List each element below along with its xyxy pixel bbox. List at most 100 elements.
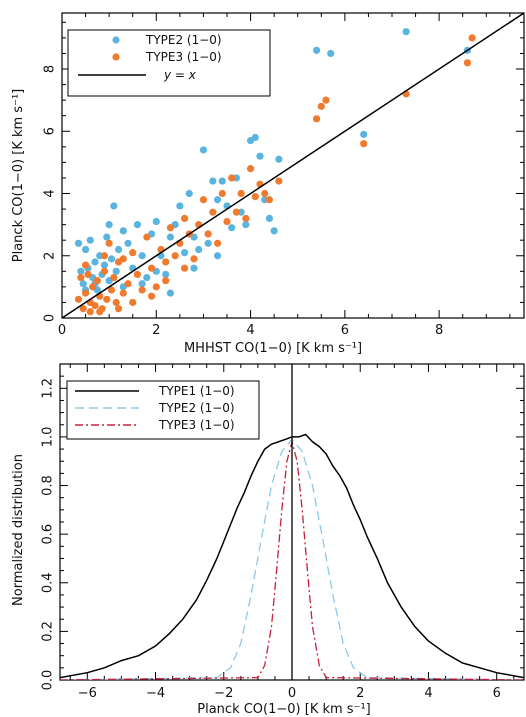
data-point	[152, 217, 160, 226]
y-tick-label: 4	[43, 189, 58, 197]
data-point	[402, 28, 410, 36]
legend: TYPE2 (1−0) TYPE3 (1−0) y = x	[67, 29, 271, 97]
legend: TYPE1 (1−0) TYPE2 (1−0) TYPE3 (1−0)	[66, 380, 260, 440]
data-point	[74, 239, 83, 247]
x-tick-label: 4	[246, 323, 254, 338]
data-point	[228, 224, 236, 232]
reference-line	[62, 13, 524, 318]
data-point	[199, 146, 208, 154]
data-point	[79, 280, 87, 288]
data-point	[237, 189, 245, 198]
scatter-panel: 0 2 4 6 8 0 2 4 6 8 MHHST CO(1−0) [K km s⁻¹] Planck…	[11, 12, 525, 356]
legend-label-type2: TYPE2 (1−0)	[158, 401, 235, 415]
data-point	[261, 189, 269, 198]
data-point	[209, 177, 217, 185]
data-point	[112, 267, 120, 275]
data-point	[180, 249, 189, 257]
data-point	[468, 34, 476, 42]
data-point	[124, 239, 132, 247]
data-point	[195, 245, 203, 254]
data-point	[322, 96, 330, 104]
data-point	[228, 174, 236, 182]
data-point	[110, 202, 118, 210]
data-point	[133, 221, 142, 229]
y-tick-label: 0.6	[41, 524, 56, 545]
data-point	[86, 236, 94, 244]
data-point	[124, 280, 132, 288]
legend-label-type3: TYPE3 (1−0)	[145, 50, 222, 64]
data-point	[84, 270, 92, 279]
plot-area	[62, 13, 524, 318]
data-point	[180, 214, 189, 223]
data-point	[190, 264, 198, 272]
distribution-panel: −6 −4 −2 0 2 4 6 0.0 0.2 0.4 0.6 0.8 1.0 1.2 Planck CO…	[11, 363, 525, 717]
y-tick-label: 0.0	[41, 670, 56, 691]
data-point	[138, 280, 146, 288]
legend-label-yx: y = x	[163, 68, 197, 82]
data-point	[162, 270, 170, 279]
data-point	[218, 189, 226, 198]
data-point	[213, 196, 222, 204]
data-point	[246, 165, 255, 173]
legend-marker-type2	[112, 36, 120, 44]
data-point	[91, 301, 99, 310]
data-point	[185, 189, 193, 198]
y-tick-label: 0.4	[41, 572, 56, 593]
data-point	[275, 177, 283, 185]
data-point	[89, 283, 97, 291]
y-axis-title: Normalized distribution	[11, 454, 26, 606]
data-point	[166, 289, 175, 297]
x-tick-label: 0	[58, 323, 66, 338]
data-point	[81, 289, 90, 297]
data-point	[463, 59, 472, 67]
data-point	[119, 227, 127, 235]
data-point	[105, 239, 113, 247]
data-point	[265, 196, 274, 204]
data-point	[100, 267, 109, 275]
x-tick-label: 8	[435, 323, 443, 338]
y-tick-label: 0.2	[41, 621, 56, 642]
legend-label-type3: TYPE3 (1−0)	[158, 418, 235, 432]
legend-marker-type3	[112, 53, 120, 61]
data-point	[103, 233, 111, 241]
legend-label-type2: TYPE2 (1−0)	[145, 33, 222, 47]
data-point	[79, 305, 87, 313]
data-point	[199, 196, 208, 204]
y-tick-label: 1.2	[41, 378, 56, 399]
x-tick-label: −4	[146, 686, 165, 701]
data-point	[105, 221, 113, 229]
y-tick-label: 2	[43, 252, 58, 260]
data-point	[119, 289, 127, 297]
data-point	[360, 130, 368, 138]
x-tick-label: 6	[493, 686, 501, 701]
data-point	[114, 305, 123, 313]
data-point	[162, 258, 170, 266]
data-point	[162, 277, 170, 285]
data-point	[232, 208, 241, 216]
plot-area	[60, 364, 524, 680]
data-point	[213, 252, 222, 260]
data-point	[100, 252, 109, 260]
data-point	[100, 261, 109, 269]
y-axis-title: Planck CO(1−0) [K km s⁻¹]	[11, 89, 26, 262]
data-point	[242, 214, 250, 223]
data-point	[218, 177, 226, 185]
x-tick-label: −2	[214, 686, 233, 701]
plot-frame	[61, 12, 525, 319]
data-point	[77, 273, 85, 282]
y-tick-label: 6	[43, 127, 58, 135]
data-point	[275, 155, 283, 163]
data-point	[138, 286, 146, 294]
data-point	[327, 49, 335, 58]
data-point	[138, 252, 146, 260]
data-point	[81, 245, 90, 254]
data-point	[256, 152, 264, 160]
data-point	[251, 133, 259, 142]
data-point	[209, 208, 217, 216]
data-point	[110, 273, 118, 282]
y-tick-label: 8	[43, 65, 58, 73]
data-point	[242, 221, 250, 229]
data-point	[251, 193, 259, 201]
x-tick-label: 0	[288, 686, 296, 701]
data-point	[265, 214, 274, 223]
